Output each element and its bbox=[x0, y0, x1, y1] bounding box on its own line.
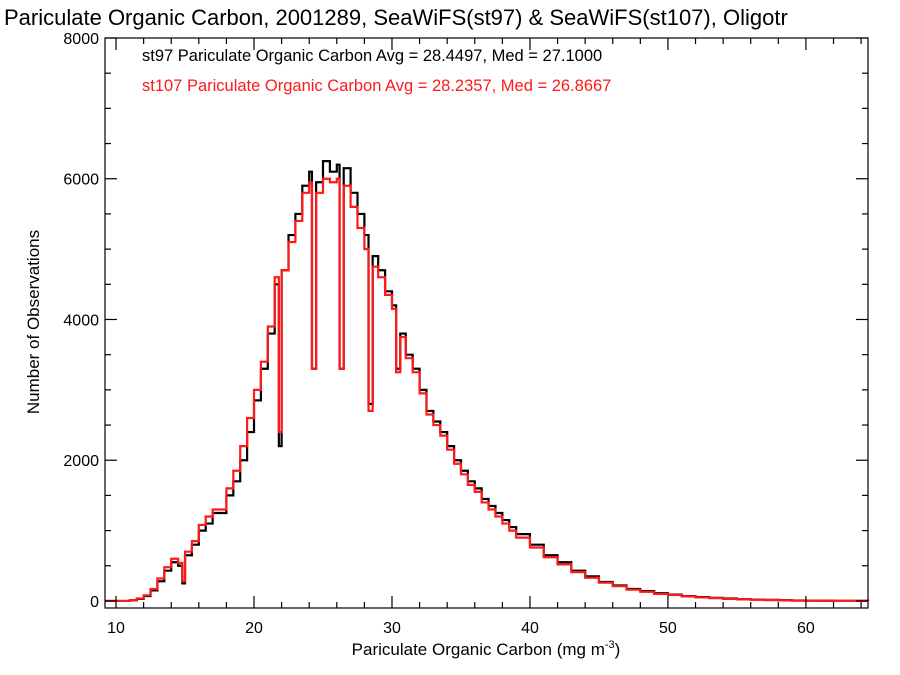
y-tick-label: 6000 bbox=[63, 172, 99, 189]
x-tick-label: 50 bbox=[659, 620, 677, 637]
y-tick-label: 4000 bbox=[63, 312, 99, 329]
x-tick-label: 40 bbox=[521, 620, 539, 637]
x-axis-label: Pariculate Organic Carbon (mg m-3) bbox=[352, 639, 621, 659]
tick-label-layer: 10 20 30 40 50 60 0 2000 4000 6000 8000 bbox=[63, 31, 815, 637]
x-tick-label: 60 bbox=[797, 620, 815, 637]
x-axis-label-end: ) bbox=[615, 640, 621, 659]
plot-frame bbox=[104, 37, 869, 609]
legend: st97 Pariculate Organic Carbon Avg = 28.… bbox=[142, 47, 611, 95]
series-line-st97 bbox=[105, 160, 870, 603]
y-axis-label: Number of Observations bbox=[24, 230, 43, 414]
x-axis-label-superscript: -3 bbox=[605, 639, 615, 651]
x-tick-label: 10 bbox=[107, 620, 125, 637]
x-tick-label: 20 bbox=[245, 620, 263, 637]
chart-title: Pariculate Organic Carbon, 2001289, SeaW… bbox=[4, 5, 788, 30]
series-layer bbox=[105, 160, 870, 603]
x-axis-label-text: Pariculate Organic Carbon (mg m bbox=[352, 640, 605, 659]
plot-area: 10 20 30 40 50 60 0 2000 4000 6000 8000 bbox=[63, 31, 870, 637]
x-tick-label: 30 bbox=[383, 620, 401, 637]
y-tick-label: 0 bbox=[90, 594, 99, 611]
y-tick-label: 2000 bbox=[63, 453, 99, 470]
y-tick-label: 8000 bbox=[63, 31, 99, 48]
legend-entry-st107: st107 Pariculate Organic Carbon Avg = 28… bbox=[142, 77, 611, 95]
legend-entry-st97: st97 Pariculate Organic Carbon Avg = 28.… bbox=[142, 47, 602, 65]
series-line-st107 bbox=[105, 177, 870, 603]
tick-layer bbox=[105, 37, 868, 608]
